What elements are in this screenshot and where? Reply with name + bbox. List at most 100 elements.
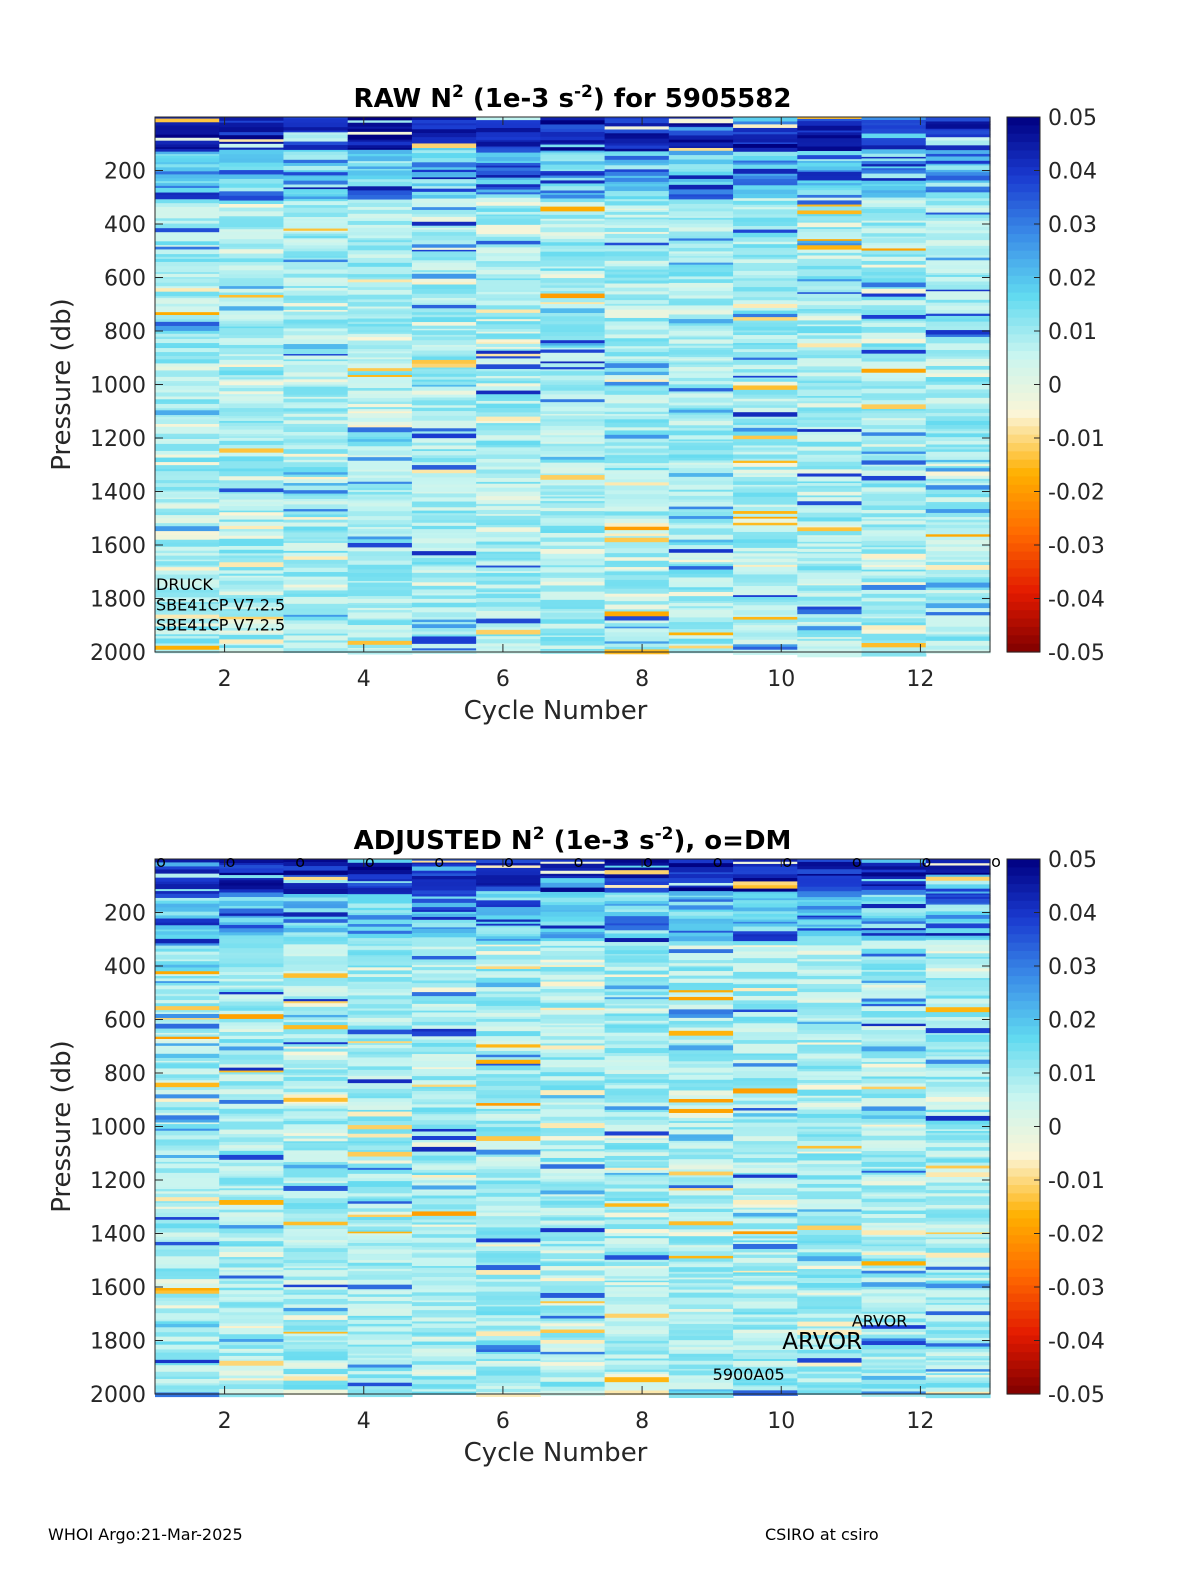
heatmap-cell (604, 567, 670, 571)
heatmap-cell (219, 127, 285, 133)
heatmap-cell (476, 1123, 541, 1128)
heatmap-cell (155, 236, 220, 242)
colorbar-segment (1007, 1285, 1040, 1295)
heatmap-cell (155, 1283, 220, 1289)
heatmap-cell (283, 1257, 349, 1261)
heatmap-cell (155, 1241, 220, 1246)
heatmap-cell (925, 389, 991, 394)
heatmap-cell (925, 212, 991, 216)
heatmap-cell (411, 547, 477, 552)
heatmap-cell (604, 1336, 670, 1342)
cycle-column-2 (219, 117, 285, 654)
heatmap-cell (861, 956, 927, 961)
heatmap-cell (861, 629, 927, 635)
colorbar-segment (1007, 950, 1040, 960)
heatmap-cell (797, 138, 863, 143)
heatmap-cell (797, 401, 863, 404)
heatmap-cell (411, 992, 477, 997)
y-tick-label: 600 (104, 1009, 146, 1034)
cycle-column-11 (797, 859, 863, 1395)
heatmap-cell (797, 465, 863, 470)
heatmap-cell (540, 576, 606, 579)
heatmap-cell (733, 916, 798, 921)
heatmap-cell (540, 488, 606, 493)
heatmap-cell (347, 492, 413, 496)
heatmap-cell (219, 1281, 285, 1285)
heatmap-cell (411, 980, 477, 984)
heatmap-cell (347, 511, 413, 517)
heatmap-cell (476, 309, 541, 314)
heatmap-cell (925, 293, 991, 298)
heatmap-cell (476, 1003, 541, 1007)
heatmap-cell (540, 1116, 606, 1122)
colorbar-segment (1007, 917, 1040, 927)
heatmap-cell (347, 1150, 413, 1153)
heatmap-cell (411, 555, 477, 559)
heatmap-cell (219, 456, 285, 462)
heatmap-cell (797, 461, 863, 467)
colorbar-segment (1007, 560, 1040, 570)
y-tick-label: 1800 (90, 588, 146, 613)
heatmap-cell (604, 1259, 670, 1263)
heatmap-cell (347, 316, 413, 320)
heatmap-cell (604, 399, 670, 404)
heatmap-cell (155, 903, 220, 908)
heatmap-cell (476, 132, 541, 138)
heatmap-cell (925, 569, 991, 575)
heatmap-cell (797, 1040, 863, 1043)
y-tick-label: 1000 (90, 1116, 146, 1141)
heatmap-cell (604, 387, 670, 392)
heatmap-cell (604, 1106, 670, 1111)
heatmap-cell (155, 1293, 220, 1299)
heatmap-cell (668, 473, 734, 478)
heatmap-cell (283, 1221, 349, 1226)
heatmap-cell (733, 553, 798, 557)
heatmap-cell (219, 396, 285, 402)
heatmap-cell (668, 992, 734, 996)
heatmap-cell (540, 959, 606, 963)
heatmap-cell (540, 430, 606, 434)
heatmap-cell (733, 1040, 798, 1045)
heatmap-cell (925, 590, 991, 594)
heatmap-cell (540, 1318, 606, 1322)
heatmap-cell (797, 1013, 863, 1016)
heatmap-cell (925, 459, 991, 463)
heatmap-cell (668, 1072, 734, 1076)
heatmap-cell (925, 1168, 991, 1173)
heatmap-cell (476, 515, 541, 521)
heatmap-cell (861, 1038, 927, 1042)
heatmap-cell (540, 272, 606, 275)
heatmap-cell (219, 391, 285, 395)
heatmap-cell (604, 1073, 670, 1078)
heatmap-cell (155, 228, 220, 233)
heatmap-cell (604, 1167, 670, 1171)
heatmap-cell (925, 1288, 991, 1291)
heatmap-cell (668, 267, 734, 273)
heatmap-cell (155, 602, 220, 605)
heatmap-cell (668, 1261, 734, 1265)
heatmap-cell (283, 1001, 349, 1004)
heatmap-cell (411, 216, 477, 223)
heatmap-cell (347, 912, 413, 916)
heatmap-cell (283, 971, 349, 974)
heatmap-cell (733, 284, 798, 288)
heatmap-cell (925, 393, 991, 399)
heatmap-cell (861, 1067, 927, 1073)
heatmap-cell (925, 1056, 991, 1061)
heatmap-cell (668, 262, 734, 266)
heatmap-cell (861, 156, 927, 159)
heatmap-cell (219, 200, 285, 205)
heatmap-cell (797, 429, 863, 433)
heatmap-cell (283, 130, 349, 133)
heatmap-cell (283, 1022, 349, 1026)
heatmap-cell (476, 974, 541, 979)
heatmap-cell (283, 1315, 349, 1321)
heatmap-cell (283, 526, 349, 531)
heatmap-cell (604, 490, 670, 495)
footer-institution: CSIRO at csiro (765, 1525, 879, 1544)
heatmap-cell (411, 303, 477, 306)
heatmap-cell (476, 394, 541, 399)
heatmap-cell (797, 216, 863, 222)
heatmap-cell (411, 1366, 477, 1371)
